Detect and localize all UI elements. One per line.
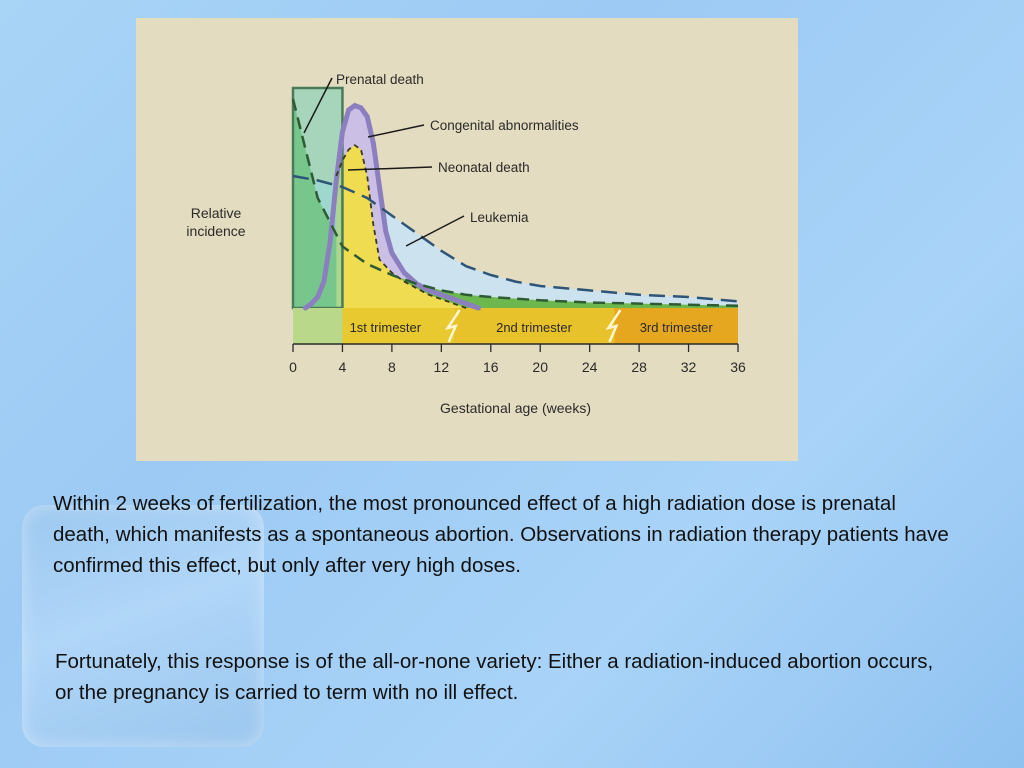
background-dna-decoration — [22, 505, 264, 747]
x-tick-label-24: 24 — [582, 359, 598, 375]
trimester-label-1: 1st trimester — [350, 320, 422, 335]
leukemia-leader-line — [405, 215, 465, 247]
neonatal-death-line — [335, 144, 467, 309]
x-tick-label-36: 36 — [730, 359, 746, 375]
prenatal-death-label: Prenatal death — [336, 72, 424, 87]
x-tick-label-12: 12 — [434, 359, 450, 375]
x-axis-label: Gestational age (weeks) — [440, 400, 591, 416]
x-tick-label-8: 8 — [388, 359, 396, 375]
body-paragraph-1: Within 2 weeks of fertilization, the mos… — [53, 492, 949, 577]
trimester-separator-2 — [605, 309, 622, 343]
neonatal-death-area — [336, 145, 467, 308]
chart-figure: 1st trimester 2nd trimester 3rd trimester … — [136, 18, 798, 461]
y-axis-label-line-1: Relative — [191, 205, 242, 221]
trimester-label-3: 3rd trimester — [640, 320, 714, 335]
trimester-bar-2 — [453, 308, 615, 344]
neonatal-death-leader-line — [347, 166, 433, 171]
leukemia-label: Leukemia — [470, 210, 529, 225]
leukemia-line — [292, 174, 739, 303]
prenatal-bar-overlay — [293, 308, 343, 344]
x-tick-label-32: 32 — [681, 359, 697, 375]
neonatal-death-label: Neonatal death — [438, 160, 530, 175]
trimester-bar-3 — [614, 308, 738, 344]
chart-svg: 1st trimester 2nd trimester 3rd trimester … — [186, 72, 746, 416]
trimester-separator-1 — [444, 309, 461, 343]
body-paragraph-2: Fortunately, this response is of the all… — [55, 650, 934, 704]
congenital-abnormalities-leader-line — [367, 124, 425, 138]
x-tick-label-16: 16 — [483, 359, 499, 375]
congenital-abnormalities-line — [302, 102, 481, 311]
x-tick-label-0: 0 — [289, 359, 297, 375]
y-axis-label-line-2: incidence — [186, 223, 245, 239]
x-tick-label-20: 20 — [532, 359, 548, 375]
x-tick-label-4: 4 — [339, 359, 347, 375]
x-tick-label-28: 28 — [631, 359, 647, 375]
prenatal-death-leader-line — [303, 77, 333, 134]
green-incidence-line — [291, 98, 739, 308]
trimester-label-2: 2nd trimester — [496, 320, 573, 335]
congenital-abnormalities-label: Congenital abnormalities — [430, 118, 579, 133]
